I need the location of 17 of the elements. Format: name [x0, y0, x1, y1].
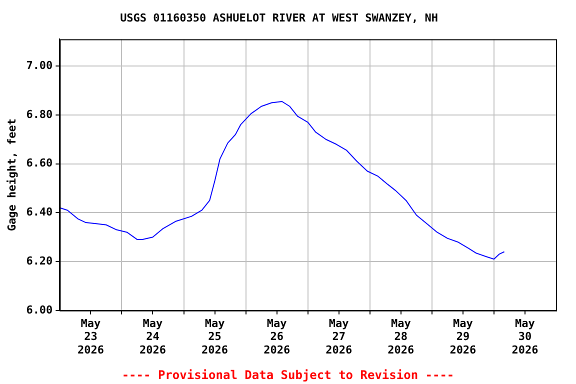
x-tick-label: May 27 2026: [326, 316, 352, 356]
y-tick-label: 6.20: [26, 254, 53, 268]
y-tick-label: 6.40: [26, 206, 53, 219]
x-tick-label: May 23 2026: [77, 316, 104, 356]
text: ---- Provisional Data Subject to Revision ----: [122, 368, 454, 382]
chart-title: USGS 01160350 ASHUELOT RIVER AT WEST SWANZEY, NH: [120, 11, 438, 24]
x-tick-label: May 26 2026: [264, 316, 290, 356]
x-tick-label: May 24 2026: [140, 316, 166, 356]
x-tick-label: May 29 2026: [450, 316, 477, 356]
x-tick-label: May 25 2026: [202, 316, 228, 356]
y-tick-label: 6.80: [26, 108, 53, 121]
y-tick-label: 6.60: [26, 156, 53, 170]
y-tick-label: 6.00: [26, 303, 53, 316]
y-tick-label: 7.00: [26, 58, 53, 72]
y-axis-title: Gage height, feet: [5, 118, 18, 232]
x-tick-label: May 30 2026: [512, 316, 539, 356]
x-tick-label: May 28 2026: [388, 316, 415, 356]
